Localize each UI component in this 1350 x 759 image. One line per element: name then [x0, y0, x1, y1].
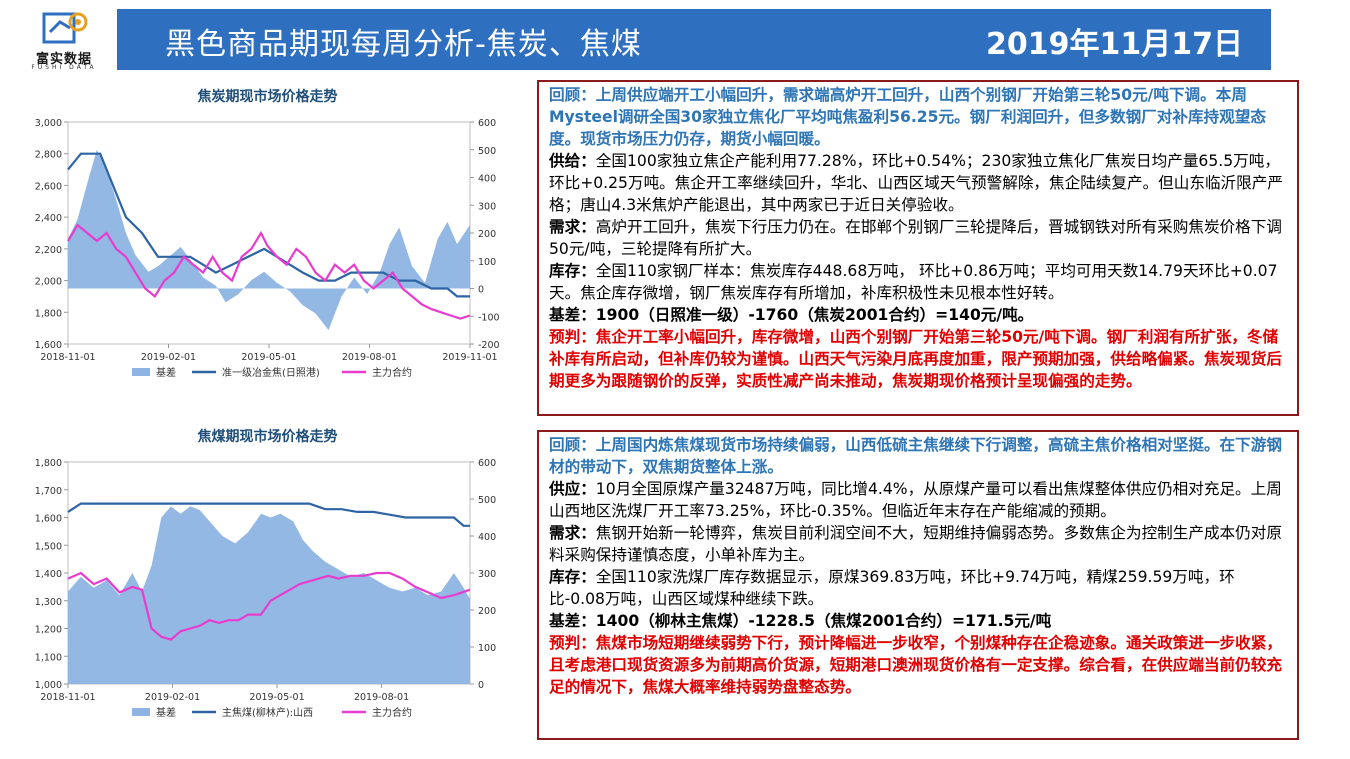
company-logo: 富实数据 FUSHI DATA — [14, 8, 114, 71]
y-right-tick-label: 300 — [478, 201, 496, 212]
y-left-tick-label: 2,600 — [35, 181, 62, 192]
y-left-tick-label: 2,800 — [35, 150, 62, 161]
x-tick-label: 2019-05-01 — [249, 692, 304, 703]
chart-title: 焦炭期现市场价格走势 — [197, 89, 338, 105]
legend-label: 基差 — [156, 366, 176, 379]
coal-stock: 库存：全国110家洗煤厂库存数据显示，原煤369.83万吨，环比+9.74万吨，… — [549, 566, 1289, 610]
demand-text: 高炉开工回升，焦炭下行压力仍在。在邯郸个别钢厂三轮提降后，晋城钢铁对所有采购焦炭… — [549, 218, 1282, 258]
y-right-tick-label: -200 — [478, 340, 500, 351]
y-left-tick-label: 1,400 — [35, 569, 62, 580]
coking-coal-price-chart: 焦煤期现市场价格走势 1,800 1,700 1,600 1,500 1,400 1,30… — [20, 424, 515, 744]
legend-swatch-basis — [132, 708, 150, 716]
coke-forecast: 预判：焦企开工率小幅回升，库存微增，山西个别钢厂开始第三轮50元/吨下调。钢厂利… — [549, 328, 1282, 390]
y-right-tick-label: 600 — [478, 458, 496, 469]
y-left-tick-label: 1,100 — [35, 652, 62, 663]
x-tick-label: 2018-11-01 — [40, 692, 95, 703]
x-tick-label: 2019-08-01 — [354, 692, 409, 703]
y-right-tick-label: 600 — [478, 118, 496, 129]
coal-supply: 供应：10月全国原煤产量32487万吨，同比增4.4%，从原煤产量可以看出焦煤整… — [549, 478, 1289, 522]
y-left-tick-label: 1,600 — [35, 340, 62, 351]
stock-label: 库存： — [549, 568, 596, 586]
y-left-tick-label: 1,800 — [35, 458, 62, 469]
supply-label: 供给： — [549, 152, 596, 170]
y-right-tick-label: 200 — [478, 229, 496, 240]
legend-label: 准一级冶金焦(日照港) — [222, 366, 320, 379]
series-basis-area — [68, 149, 470, 331]
y-left-tick-label: 2,000 — [35, 277, 62, 288]
y-right-tick-label: 100 — [478, 257, 496, 268]
legend-label: 主力合约 — [372, 366, 412, 379]
supply-text: 10月全国原煤产量32487万吨，同比增4.4%，从原煤产量可以看出焦煤整体供应… — [549, 480, 1282, 520]
supply-label: 供应： — [549, 480, 596, 498]
x-tick-label: 2019-02-01 — [145, 692, 200, 703]
y-right-tick-label: -100 — [478, 312, 500, 323]
y-right-tick-label: 300 — [478, 569, 496, 580]
logo-icon — [42, 12, 88, 44]
y-left-tick-label: 1,500 — [35, 541, 62, 552]
x-tick-label: 2019-05-01 — [241, 352, 296, 363]
x-tick-label: 2019-11-01 — [442, 352, 497, 363]
y-left-tick-label: 1,000 — [35, 680, 62, 691]
coke-price-chart: 焦炭期现市场价格走势 3,000 2,800 2,600 2,400 2,200 2,00… — [20, 84, 515, 404]
y-right-tick-label: 100 — [478, 643, 496, 654]
y-right-tick-label: 500 — [478, 495, 496, 506]
supply-text: 全国100家独立焦企产能利用77.28%，环比+0.54%；230家独立焦化厂焦… — [549, 152, 1283, 214]
report-date: 2019年11月17日 — [986, 27, 1243, 62]
y-right-tick-label: 0 — [478, 680, 484, 691]
series-spot-line — [67, 152, 470, 298]
demand-label: 需求： — [549, 218, 596, 236]
y-right-tick-label: 500 — [478, 146, 496, 157]
logo-name: 富实数据 — [35, 52, 92, 67]
legend-swatch-basis — [132, 368, 150, 376]
y-left-tick-label: 1,300 — [35, 597, 62, 608]
y-left-tick-label: 2,400 — [35, 213, 62, 224]
y-left-tick-label: 1,600 — [35, 514, 62, 525]
coke-review: 回顾：上周供应端开工小幅回升，需求端高炉开工回升，山西个别钢厂开始第三轮50元/… — [549, 86, 1266, 148]
title-banner: 黑色商品期现每周分析-焦炭、焦煤 2019年11月17日 — [117, 9, 1271, 70]
series-futures-line — [67, 223, 471, 320]
series-futures-line — [67, 571, 471, 641]
demand-text: 焦钢开始新一轮博弈，焦炭目前利润空间不大，短期维持偏弱态势。多数焦企为控制生产成… — [549, 524, 1282, 564]
coal-review: 回顾：上周国内炼焦煤现货市场持续偏弱，山西低硫主焦继续下行调整，高硫主焦价格相对… — [549, 436, 1282, 476]
legend-label: 基差 — [156, 706, 176, 719]
legend-label: 主力合约 — [372, 706, 412, 719]
coke-chart-svg: 3,000 2,800 2,600 2,400 2,200 2,000 1,800 1,600… — [35, 118, 500, 379]
y-left-tick-label: 2,200 — [35, 245, 62, 256]
y-right-tick-label: 400 — [478, 532, 496, 543]
demand-label: 需求： — [549, 524, 596, 542]
y-right-tick-label: 200 — [478, 606, 496, 617]
x-tick-label: 2018-11-01 — [40, 352, 95, 363]
stock-text: 全国110家钢厂样本：焦炭库存448.68万吨， 环比+0.86万吨；平均可用天… — [549, 262, 1278, 302]
y-left-tick-label: 1,200 — [35, 625, 62, 636]
coal-chart-svg: 1,800 1,700 1,600 1,500 1,400 1,300 1,200 1,100… — [35, 458, 496, 719]
y-left-tick-label: 1,800 — [35, 308, 62, 319]
coal-forecast: 预判：焦煤市场短期继续弱势下行，预计降幅进一步收窄，个别煤种存在企稳迹象。通关政… — [549, 634, 1282, 696]
coke-supply: 供给：全国100家独立焦企产能利用77.28%，环比+0.54%；230家独立焦… — [549, 150, 1289, 216]
y-left-tick-label: 3,000 — [35, 118, 62, 129]
y-right-tick-label: 400 — [478, 174, 496, 185]
y-right-tick-label: 0 — [478, 285, 484, 296]
coal-analysis-box: 回顾：上周国内炼焦煤现货市场持续偏弱，山西低硫主焦继续下行调整，高硫主焦价格相对… — [537, 430, 1299, 740]
coke-demand: 需求：高炉开工回升，焦炭下行压力仍在。在邯郸个别钢厂三轮提降后，晋城钢铁对所有采… — [549, 216, 1289, 260]
coal-basis: 基差：1400（柳林主焦煤）-1228.5（焦煤2001合约）=171.5元/吨 — [549, 612, 1052, 630]
plot-area — [67, 121, 471, 345]
legend-label: 主焦煤(柳林产):山西 — [222, 706, 313, 719]
coke-basis: 基差：1900（日照准一级）-1760（焦炭2001合约）=140元/吨。 — [549, 306, 1034, 324]
y-left-tick-label: 1,700 — [35, 486, 62, 497]
logo-subtitle: FUSHI DATA — [31, 64, 97, 71]
coke-stock: 库存：全国110家钢厂样本：焦炭库存448.68万吨， 环比+0.86万吨；平均… — [549, 260, 1289, 304]
page-title: 黑色商品期现每周分析-焦炭、焦煤 — [165, 27, 642, 62]
x-tick-label: 2019-02-01 — [141, 352, 196, 363]
coke-analysis-box: 回顾：上周供应端开工小幅回升，需求端高炉开工回升，山西个别钢厂开始第三轮50元/… — [537, 80, 1299, 416]
chart-title: 焦煤期现市场价格走势 — [197, 429, 338, 445]
coal-demand: 需求：焦钢开始新一轮博弈，焦炭目前利润空间不大，短期维持偏弱态势。多数焦企为控制… — [549, 522, 1289, 566]
stock-label: 库存： — [549, 262, 596, 280]
series-spot-line — [67, 502, 470, 527]
stock-text: 全国110家洗煤厂库存数据显示，原煤369.83万吨，环比+9.74万吨，精煤2… — [549, 568, 1235, 608]
x-tick-label: 2019-08-01 — [342, 352, 397, 363]
